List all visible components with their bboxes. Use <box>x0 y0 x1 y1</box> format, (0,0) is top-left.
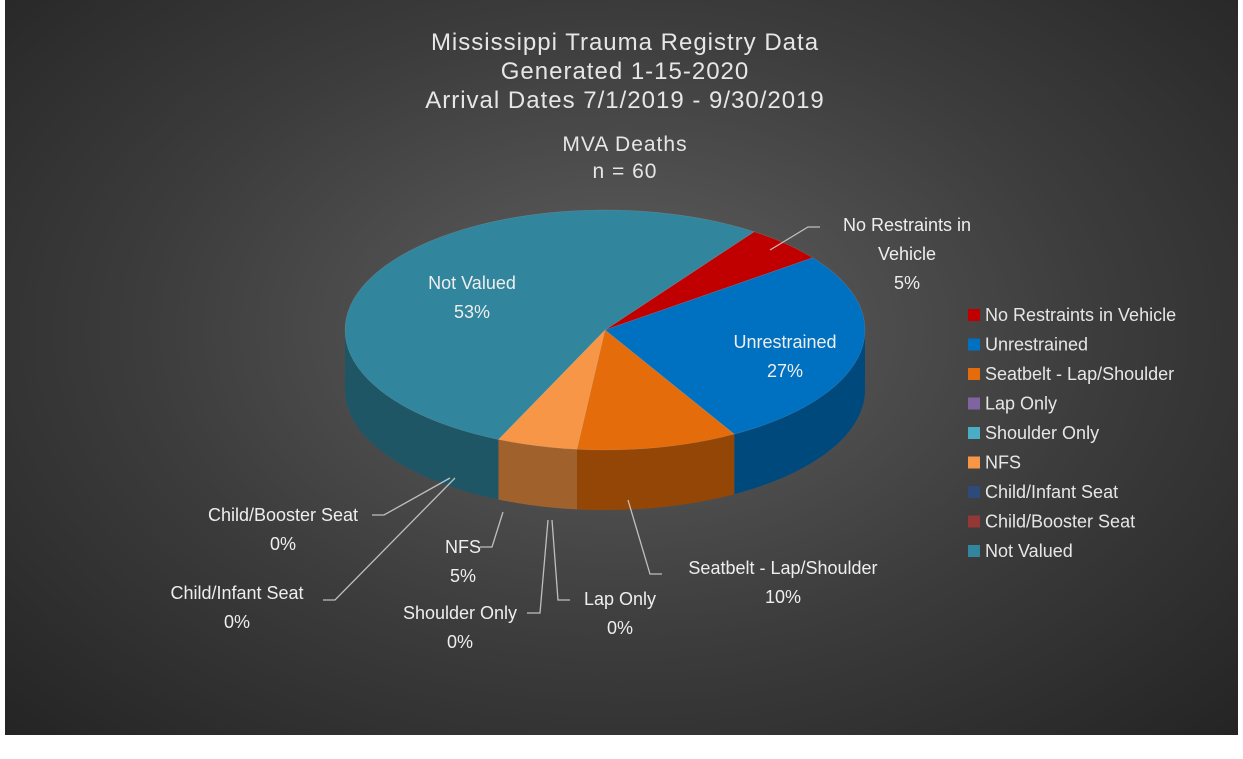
data-label: Child/Booster Seat 0% <box>173 501 393 559</box>
data-label: Not Valued 53% <box>362 269 582 327</box>
data-label-name: Child/Booster Seat <box>207 505 359 525</box>
pie-slice <box>497 329 606 450</box>
chart-title: Generated 1-15-2020 <box>501 58 750 85</box>
chart-subtitle: MVA Deaths <box>562 133 687 156</box>
data-label-name: Unrestrained <box>733 332 837 352</box>
data-label-name: Not Valued <box>428 273 516 293</box>
legend-swatch <box>968 515 980 528</box>
data-label-value: 5% <box>449 566 476 586</box>
pie-slice-side <box>498 439 577 510</box>
pie-slice-side-shade <box>345 330 499 500</box>
legend-label: No Restraints in Vehicle <box>985 305 1176 325</box>
data-label-name: NFS <box>445 537 481 557</box>
data-label: Seatbelt - Lap/Shoulder 10% <box>673 554 893 612</box>
pie-slice <box>344 209 755 440</box>
legend-label: Child/Booster Seat <box>985 512 1135 532</box>
legend-label: Child/Infant Seat <box>985 482 1118 502</box>
leader-line <box>769 226 820 251</box>
data-label-value: 53% <box>453 302 491 322</box>
legend-swatch <box>968 368 980 380</box>
legend-swatch <box>968 545 980 557</box>
legend-label: NFS <box>985 453 1021 473</box>
data-label: NFS 5% <box>353 533 573 591</box>
legend-label: Shoulder Only <box>985 423 1099 443</box>
leader-line <box>551 519 570 601</box>
chart-svg: Mississippi Trauma Registry DataGenerate… <box>323 29 1176 614</box>
data-label: Unrestrained 27% <box>675 328 895 386</box>
legend-swatch <box>968 309 980 321</box>
leader-line <box>372 477 451 516</box>
data-label-name: Seatbelt - Lap/Shoulder <box>688 558 878 578</box>
legend-swatch <box>968 456 980 469</box>
legend-label: Unrestrained <box>985 335 1088 355</box>
data-label: Shoulder Only 0% <box>350 599 570 657</box>
data-label-value: 27% <box>766 361 804 381</box>
legend-label: Seatbelt - Lap/Shoulder <box>985 364 1174 384</box>
chart-title: Mississippi Trauma Registry Data <box>431 29 819 56</box>
legend-swatch <box>968 427 980 439</box>
chart-title: Arrival Dates 7/1/2019 - 9/30/2019 <box>425 87 825 114</box>
data-label-name: Lap Only <box>583 589 657 609</box>
leader-line <box>527 519 549 614</box>
data-label: Child/Infant Seat 0% <box>127 579 347 637</box>
data-label-value: 0% <box>606 618 633 638</box>
chart: Mississippi Trauma Registry Data Generate… <box>5 0 1238 735</box>
data-label-value: 10% <box>764 587 802 607</box>
chart-subtitle: n = 60 <box>593 160 658 183</box>
pie-slice <box>604 257 866 435</box>
pie-slice-side-shade <box>576 434 735 510</box>
data-label-name: Shoulder Only <box>402 603 518 623</box>
pie-slice-side-shade <box>498 439 577 510</box>
pie-slice-side <box>734 330 865 495</box>
data-label-value: 0% <box>223 612 250 632</box>
pie-slice-side-shade <box>734 330 865 495</box>
data-label-name: No Restraints in Vehicle <box>842 215 972 264</box>
pie-slice-side <box>576 434 735 510</box>
data-label: Lap Only 0% <box>510 585 730 643</box>
pie-slice <box>604 231 814 331</box>
pie-slice <box>576 329 735 451</box>
leader-line <box>627 499 662 575</box>
data-label-value: 0% <box>269 534 296 554</box>
data-label: No Restraints in Vehicle 5% <box>822 211 992 298</box>
legend-swatch <box>968 486 980 498</box>
data-label-value: 0% <box>446 632 473 652</box>
legend-label: Not Valued <box>985 541 1073 561</box>
pie-slice-side <box>345 330 499 500</box>
data-label-value: 5% <box>893 273 920 293</box>
data-label-name: Child/Infant Seat <box>170 583 304 603</box>
legend-swatch <box>968 338 980 351</box>
leader-line <box>480 511 504 548</box>
leader-lines <box>323 226 820 614</box>
legend-swatch <box>968 397 980 410</box>
legend-label: Lap Only <box>985 394 1057 414</box>
leader-line <box>323 477 456 601</box>
